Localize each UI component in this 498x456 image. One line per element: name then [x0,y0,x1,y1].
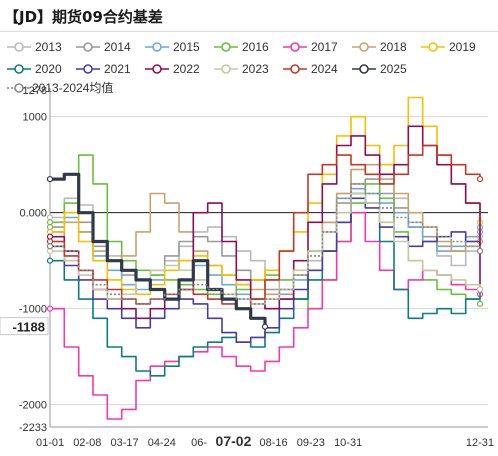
legend-marker-icon [214,64,238,74]
legend-label: 2020 [35,62,62,76]
legend-dot [290,42,300,52]
legend-label: 2014 [104,40,131,54]
legend-dot [221,64,231,74]
y-top-label: 1278 [23,85,47,97]
current-value-box [0,317,49,336]
legend-item[interactable]: 2019 [420,40,489,54]
legend-marker-icon [7,82,31,93]
legend-row: 2020 2021 2022 2023 2024 2025 [6,58,496,80]
series-end-point [261,323,269,330]
legend-label: 2018 [380,40,407,54]
legend-item[interactable]: 2023 [213,62,282,76]
legend-item[interactable]: 2020 [6,62,75,76]
legend-label: 2013-2024均值 [32,81,114,95]
legend-dot [428,42,438,52]
legend-item[interactable]: 2015 [144,40,213,54]
series-start-point [46,305,54,312]
legend-label: 2022 [173,62,200,76]
legend-marker-icon [145,42,169,52]
legend-label: 2025 [380,62,407,76]
chart-title: 【JD】期货09合约基差 [4,8,163,26]
legend-marker-icon [283,42,307,52]
legend-row: 2013 2014 2015 2016 2017 2018 2019 [6,36,496,58]
series-end-point [476,300,484,307]
legend-dot [152,42,162,52]
legend-label: 2023 [242,62,269,76]
series-line [50,211,481,420]
y-tick-label: -1000 [19,304,47,316]
series-start-point [46,257,54,264]
x-tick-label: 01-01 [36,437,64,449]
legend-marker-icon [7,64,31,74]
legend-item[interactable]: 2022 [144,62,213,76]
legend-label: 2024 [311,62,338,76]
title-divider [0,31,498,32]
legend-marker-icon [352,42,376,52]
legend-marker-icon [76,42,100,52]
x-tick-label: 06- [191,437,207,449]
series-end-point [476,175,484,183]
legend-label: 2019 [449,40,476,54]
y-tick-label: -2233 [19,422,47,434]
series-end-point [476,286,484,293]
legend-dot [14,82,24,93]
legend-dot [290,64,300,74]
legend-item[interactable]: 2018 [351,40,420,54]
series-end-point [476,247,484,255]
legend-dot [83,42,93,52]
x-tick-label: 07-02 [216,433,252,449]
legend-item[interactable]: 2024 [282,62,351,76]
x-tick-label: 12-31 [466,437,494,449]
legend-label: 2016 [242,40,269,54]
y-tick-label: 1000 [23,112,47,124]
legend-marker-icon [145,64,169,74]
x-tick-label: 09-23 [297,437,325,449]
series-start-point [46,219,54,226]
series-start-point [46,175,54,183]
legend: 2013 2014 2015 2016 2017 2018 2019 2020 2021 202… [6,36,496,80]
legend-label: 2015 [173,40,200,54]
legend-item[interactable]: 2021 [75,62,144,76]
legend-item[interactable]: 2016 [213,40,282,54]
series-line [50,125,481,320]
legend-dot [152,64,162,74]
legend-item[interactable]: 2025 [351,62,420,76]
x-tick-label: 04-24 [148,437,176,449]
x-tick-label: 03-17 [110,437,138,449]
legend-marker-icon [283,64,307,74]
legend-label: 2021 [104,62,131,76]
legend-item[interactable]: 2013 [6,40,75,54]
x-tick-label: 10-31 [334,437,362,449]
x-tick-label: 08-16 [260,437,288,449]
y-tick-label: 0.000 [19,208,47,220]
legend-dot [359,42,369,52]
legend-marker-icon [421,42,445,52]
legend-label: 2017 [311,40,338,54]
legend-item-mean[interactable]: 2013-2024均值 [6,79,113,96]
legend-dot [14,42,24,52]
series-start-point [46,243,54,250]
legend-marker-icon [76,64,100,74]
legend-marker-icon [214,42,238,52]
legend-item[interactable]: 2017 [282,40,351,54]
x-tick-label: 02-08 [73,437,101,449]
legend-label: 2013 [35,40,62,54]
legend-item[interactable]: 2014 [75,40,144,54]
legend-dot [359,64,369,74]
legend-dot [83,64,93,74]
y-tick-label: -2000 [19,400,47,412]
series-line [50,183,481,305]
legend-marker-icon [352,64,376,74]
legend-marker-icon [7,42,31,52]
legend-dot [14,64,24,74]
legend-dot [221,42,231,52]
current-value-label: -1188 [12,320,45,335]
